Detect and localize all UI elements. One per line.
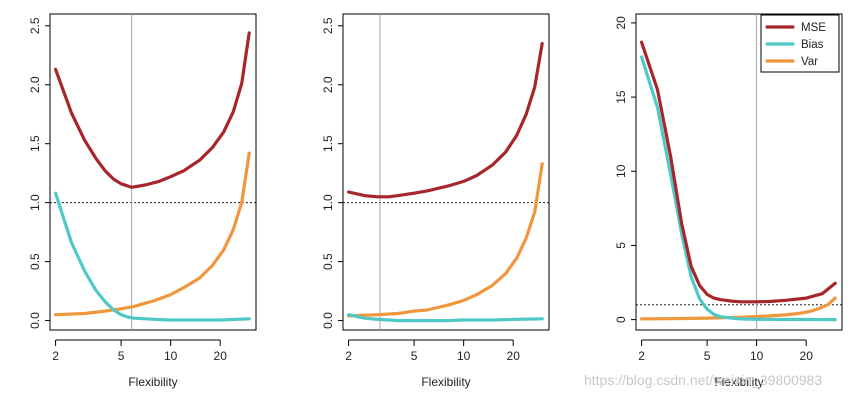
series-line-mse: [347, 41, 544, 199]
plot-frame: [49, 13, 257, 331]
y-tick-label: 0.0: [321, 312, 335, 329]
chart-panel-1: 0.0 0.5 1.0 1.5 2.0 2.5 2 5 10 20 Flexibility: [28, 13, 257, 389]
series-line-var: [639, 296, 837, 321]
x-axis-title: Flexibility: [128, 375, 177, 389]
series-line-var: [53, 151, 251, 317]
y-tick-label: 0: [614, 316, 628, 323]
y-tick-label: 0.0: [28, 312, 42, 329]
legend-label-bias: Bias: [801, 39, 824, 51]
plot-frame: [635, 13, 843, 331]
plot-frame: [342, 13, 550, 331]
y-tick-label: 15: [614, 90, 628, 104]
x-tick-label: 5: [411, 349, 418, 363]
x-tick-label: 20: [800, 349, 814, 363]
legend: MSE Bias Var: [760, 14, 840, 73]
x-tick-label: 20: [507, 349, 521, 363]
y-tick-label: 1.5: [28, 135, 42, 152]
y-tick-label: 2.0: [28, 76, 42, 93]
x-axis-title: Flexibility: [421, 375, 470, 389]
series-line-bias: [639, 55, 837, 322]
series-line-bias: [53, 191, 251, 322]
x-tick-label: 2: [52, 349, 59, 363]
x-axis-title: Flexibility: [714, 375, 763, 389]
series-line-bias: [347, 313, 544, 323]
y-tick-label: 2.0: [321, 76, 335, 93]
x-tick-label: 20: [214, 349, 228, 363]
y-tick-label: 5: [614, 242, 628, 249]
x-tick-label: 10: [750, 349, 764, 363]
x-tick-label: 2: [345, 349, 352, 363]
y-tick-label: 20: [614, 16, 628, 30]
series-line-var: [347, 162, 544, 318]
x-tick-label: 2: [638, 349, 645, 363]
y-tick-label: 1.0: [28, 194, 42, 211]
y-tick-label: 10: [614, 164, 628, 178]
x-tick-label: 10: [164, 349, 178, 363]
x-tick-label: 10: [457, 349, 471, 363]
series-line-mse: [53, 31, 251, 189]
y-tick-label: 2.5: [321, 17, 335, 34]
x-tick-label: 5: [118, 349, 125, 363]
x-tick-label: 5: [704, 349, 711, 363]
y-tick-label: 1.0: [321, 194, 335, 211]
y-tick-label: 1.5: [321, 135, 335, 152]
chart-panel-2: 0.0 0.5 1.0 1.5 2.0 2.5 2 5 10 20 Flexibility: [321, 13, 550, 389]
series-line-mse: [639, 40, 837, 304]
watermark-text: https://blog.csdn.net/weixin_39800983: [584, 372, 823, 388]
legend-label-var: Var: [801, 56, 818, 68]
legend-label-mse: MSE: [801, 22, 826, 34]
y-tick-label: 2.5: [28, 17, 42, 34]
y-tick-label: 0.5: [28, 253, 42, 270]
y-tick-label: 0.5: [321, 253, 335, 270]
